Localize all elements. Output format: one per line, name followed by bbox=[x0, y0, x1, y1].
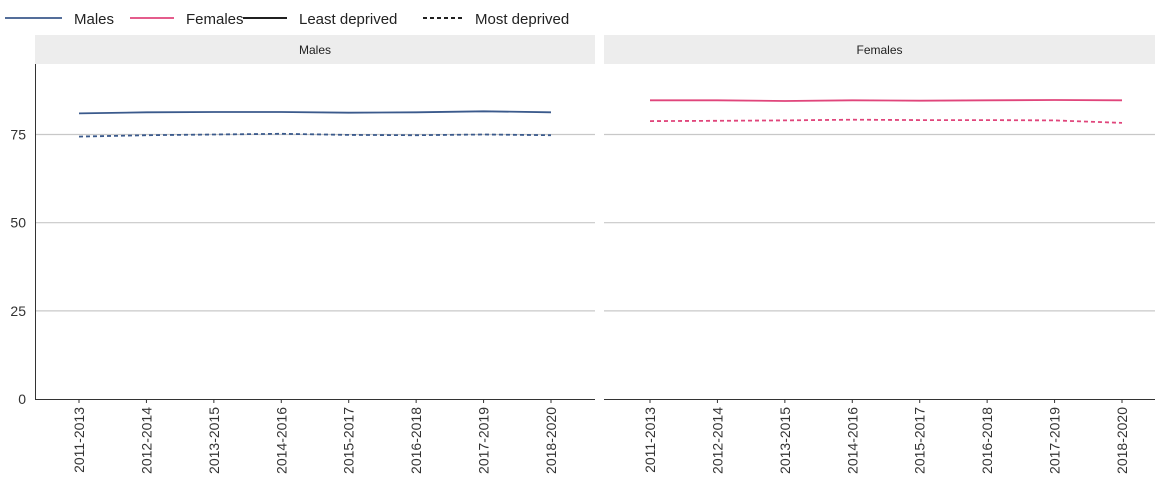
x-tick-label: 2012-2014 bbox=[709, 407, 725, 474]
legend-item: Males bbox=[5, 11, 114, 28]
y-tick-label: 0 bbox=[18, 391, 26, 407]
legend-label: Males bbox=[74, 11, 114, 28]
panel-strip bbox=[604, 35, 1155, 64]
legend-item: Females bbox=[130, 11, 244, 28]
legend-item: Most deprived bbox=[423, 11, 569, 28]
x-tick-label: 2017-2019 bbox=[476, 407, 492, 474]
x-tick-label: 2014-2016 bbox=[273, 407, 289, 474]
x-tick-label: 2013-2015 bbox=[777, 407, 793, 474]
panel-title: Males bbox=[299, 43, 331, 57]
x-tick-label: 2016-2018 bbox=[979, 407, 995, 474]
x-tick-label: 2017-2019 bbox=[1047, 407, 1063, 474]
x-tick-label: 2014-2016 bbox=[844, 407, 860, 474]
panel-strip bbox=[35, 35, 595, 64]
y-tick-label: 50 bbox=[10, 215, 26, 231]
series-line-most-deprived bbox=[78, 132, 552, 138]
x-tick-label: 2018-2020 bbox=[543, 407, 559, 474]
panel-females: Females 2011-2013 2012-2014 2013-2015 2014-2… bbox=[604, 35, 1155, 474]
legend: Males Females Least deprived Most deprived bbox=[5, 11, 569, 28]
panels: Males 0 25 50 75 2011-2013 2012-2014 2013-2015 2… bbox=[10, 35, 1155, 474]
x-tick-label: 2015-2017 bbox=[341, 407, 357, 474]
legend-label: Least deprived bbox=[299, 11, 397, 28]
series-line-most-deprived bbox=[649, 118, 1123, 124]
x-tick-label: 2011-2013 bbox=[642, 407, 658, 473]
legend-label: Most deprived bbox=[475, 11, 569, 28]
panel-males: Males 0 25 50 75 2011-2013 2012-2014 2013-2015 2… bbox=[10, 35, 595, 474]
x-tick-label: 2013-2015 bbox=[206, 407, 222, 474]
series-line-least-deprived bbox=[78, 110, 552, 115]
legend-item: Least deprived bbox=[243, 11, 397, 28]
x-tick-label: 2016-2018 bbox=[408, 407, 424, 474]
legend-label: Females bbox=[186, 11, 244, 28]
x-tick-label: 2011-2013 bbox=[71, 407, 87, 473]
x-tick-label: 2018-2020 bbox=[1114, 407, 1130, 474]
series-line-least-deprived bbox=[650, 99, 1123, 102]
panel-title: Females bbox=[856, 43, 902, 57]
y-tick-label: 75 bbox=[10, 127, 26, 143]
x-tick-label: 2015-2017 bbox=[912, 407, 928, 474]
y-tick-label: 25 bbox=[10, 303, 26, 319]
x-tick-label: 2012-2014 bbox=[138, 407, 154, 474]
